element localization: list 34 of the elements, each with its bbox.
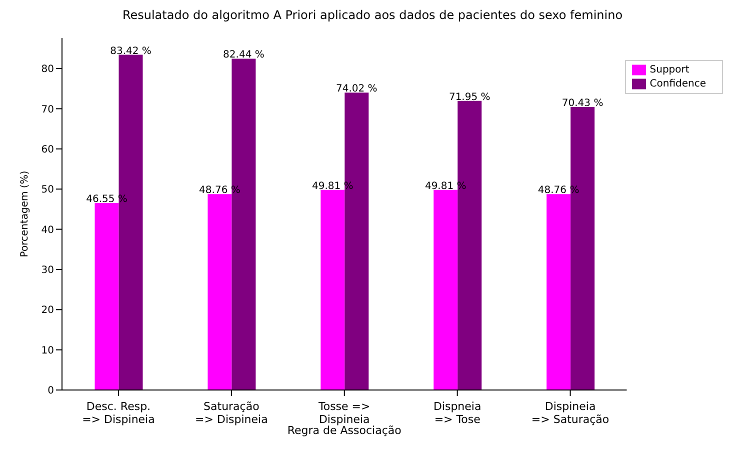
y-tick-label: 70 (41, 104, 54, 116)
bar (94, 202, 119, 390)
y-tick-label: 20 (41, 305, 54, 316)
y-tick-label: 0 (48, 386, 54, 397)
y-tick-label: 30 (41, 265, 54, 276)
y-tick-label: 60 (41, 144, 54, 156)
bar (232, 58, 256, 390)
x-tick-label: Desc. Resp. => Dispineia (82, 400, 155, 426)
x-tick-label: Saturação => Dispineia (195, 400, 268, 426)
data-label: 70.43 % (562, 98, 604, 109)
x-axis-title: Regra de Associação (287, 424, 402, 437)
legend-label: Confidence (650, 78, 706, 90)
data-label: 74.02 % (336, 84, 378, 95)
legend-label: Support (650, 64, 690, 76)
bar (118, 54, 143, 390)
y-tick-label: 50 (41, 184, 54, 196)
y-tick-label: 40 (41, 224, 54, 236)
bar (546, 194, 571, 390)
bar (344, 92, 369, 390)
bar (434, 190, 458, 390)
y-axis-title: Porcentagem (%) (20, 170, 31, 258)
bar (458, 100, 482, 390)
y-tick-label: 80 (41, 64, 54, 76)
y-tick-label: 10 (41, 345, 54, 356)
chart-title: Resulatado do algoritmo A Priori aplicado aos dados de pacientes do sexo feminino (121, 8, 624, 24)
data-label: 83.42 % (110, 46, 152, 57)
x-tick-label: Dispneia => Tose (433, 400, 482, 426)
bar (208, 194, 232, 390)
data-label: 71.95 % (448, 92, 490, 103)
data-label: 82.44 % (223, 50, 264, 61)
x-tick-label: Dispineia => Saturação (531, 400, 610, 426)
bar (320, 190, 345, 390)
bar (570, 106, 595, 390)
x-tick-label: Tosse => Dispineia (318, 400, 370, 426)
